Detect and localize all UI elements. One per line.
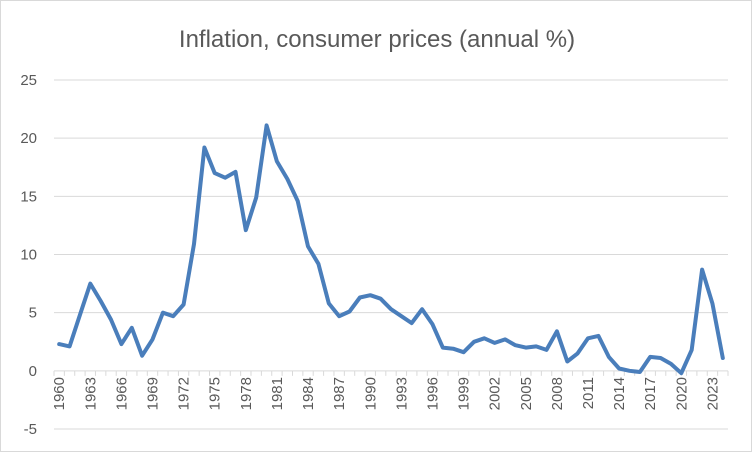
- x-tick-label: 1969: [145, 377, 162, 410]
- y-tick-label: 10: [20, 247, 37, 264]
- gridlines: [54, 79, 728, 430]
- x-tick-label: 2014: [611, 377, 628, 410]
- x-tick-label: 2005: [518, 377, 535, 410]
- y-tick-label: -5: [24, 421, 37, 438]
- x-tick-label: 2011: [580, 377, 597, 409]
- x-tick-label: 1990: [362, 377, 379, 410]
- inflation-series-line: [57, 123, 725, 376]
- y-tick-label: 20: [20, 130, 37, 147]
- x-tick-label: 2017: [642, 377, 659, 410]
- x-tick-label: 1984: [300, 377, 317, 410]
- y-axis-ticks: -5 0 5 10 15 20 25: [20, 72, 37, 438]
- chart-title: Inflation, consumer prices (annual %): [179, 26, 575, 53]
- x-axis: [53, 370, 729, 376]
- x-tick-label: 2008: [549, 377, 566, 410]
- x-tick-label: 1993: [393, 377, 410, 410]
- x-tick-label: 1981: [269, 377, 286, 410]
- x-tick-label: 2023: [704, 377, 721, 410]
- y-tick-label: 5: [29, 305, 37, 322]
- y-tick-label: 0: [29, 363, 37, 380]
- x-axis-ticks: 1960 1963 1966 1969 1972 1975 1978 1981 1984 1987…: [51, 377, 721, 410]
- x-tick-label: 1975: [207, 377, 224, 410]
- x-tick-label: 1978: [238, 377, 255, 410]
- x-tick-label: 1960: [51, 377, 68, 410]
- x-tick-label: 1996: [424, 377, 441, 410]
- x-tick-label: 2020: [673, 377, 690, 410]
- x-tick-label: 1963: [82, 377, 99, 410]
- x-tick-label: 1987: [331, 377, 348, 410]
- x-tick-label: 1999: [456, 377, 473, 410]
- x-tick-label: 1972: [176, 377, 193, 410]
- x-tick-label: 1966: [113, 377, 130, 410]
- y-tick-label: 15: [20, 188, 37, 205]
- series-group: [57, 123, 725, 376]
- y-tick-label: 25: [20, 72, 37, 89]
- x-tick-label: 2002: [487, 377, 504, 410]
